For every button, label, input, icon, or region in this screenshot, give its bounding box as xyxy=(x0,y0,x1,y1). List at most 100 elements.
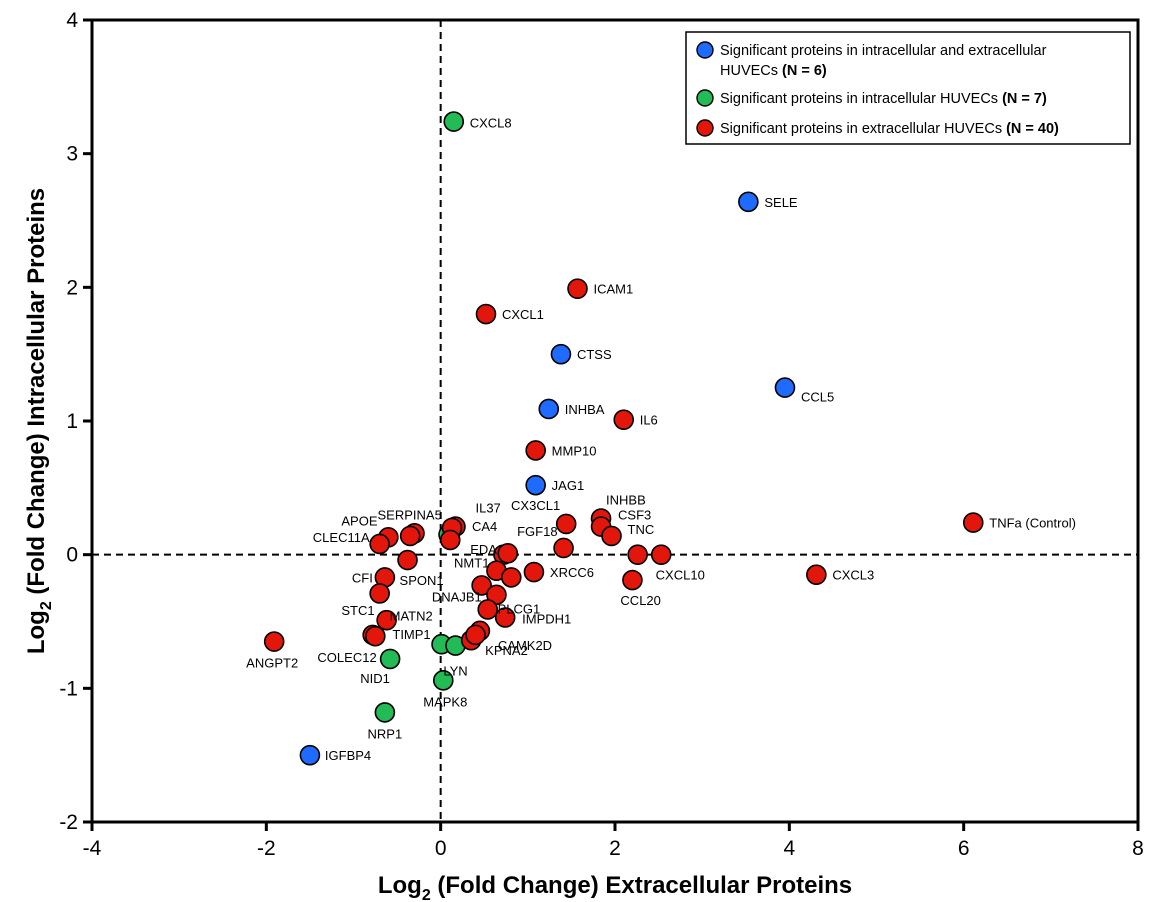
x-tick-label: 6 xyxy=(958,837,970,860)
data-point-blue xyxy=(299,744,321,766)
legend-entry: Significant proteins in extracellular HU… xyxy=(720,121,1059,137)
data-label: CTSS xyxy=(577,347,612,362)
data-label: FGF18 xyxy=(517,524,557,539)
data-point-green xyxy=(379,648,401,670)
data-label: IL6 xyxy=(640,413,658,428)
data-label: COLEC12 xyxy=(317,650,376,665)
x-tick-label: -4 xyxy=(83,837,102,860)
legend: Significant proteins in intracellular an… xyxy=(685,31,1131,145)
data-label: CXCL10 xyxy=(656,568,705,583)
data-label: MAPK8 xyxy=(423,694,467,709)
data-point-red xyxy=(497,543,519,564)
legend-marker xyxy=(696,119,714,137)
data-point-red xyxy=(650,544,672,565)
data-point-blue xyxy=(738,191,759,213)
legend-marker xyxy=(696,89,714,107)
data-label: NRP1 xyxy=(368,726,403,741)
data-label: TIMP1 xyxy=(392,627,430,642)
data-label: SELE xyxy=(764,195,798,210)
y-tick-label: 0 xyxy=(66,544,78,567)
data-label: SPON1 xyxy=(400,573,444,588)
y-tick-label: -2 xyxy=(59,811,78,834)
legend-entry: Significant proteins in intracellular an… xyxy=(720,43,1047,59)
data-label: CAMK2D xyxy=(498,638,552,653)
data-label: INHBA xyxy=(565,402,605,417)
data-point-blue xyxy=(774,377,796,398)
y-axis-ticks: -2 -1 0 1 2 3 4 xyxy=(59,9,92,834)
data-point-red xyxy=(439,529,461,551)
data-point-red xyxy=(471,575,492,596)
data-point-red xyxy=(806,564,827,586)
data-point-blue xyxy=(538,398,560,420)
data-label: CA4 xyxy=(472,519,497,534)
data-label: MMP10 xyxy=(552,443,597,458)
data-label: IL37 xyxy=(475,501,500,516)
x-tick-label: 2 xyxy=(609,837,621,860)
data-points xyxy=(263,111,984,766)
data-point-red xyxy=(555,513,577,535)
data-label: IMPDH1 xyxy=(522,611,571,626)
data-point-red xyxy=(627,544,648,565)
data-label: NMT1 xyxy=(454,556,489,571)
data-point-red xyxy=(397,549,418,571)
data-label: PLCG1 xyxy=(498,601,541,616)
data-label: CX3CL1 xyxy=(511,498,560,513)
x-tick-label: -2 xyxy=(257,837,276,860)
data-label: NID1 xyxy=(360,671,390,686)
data-point-blue xyxy=(525,474,546,496)
data-point-red xyxy=(369,533,390,555)
legend-box xyxy=(685,31,1131,145)
data-point-red xyxy=(567,278,588,299)
data-point-red xyxy=(364,625,386,647)
data-label: CXCL3 xyxy=(832,568,874,583)
data-label: TNC xyxy=(628,522,655,537)
data-label: CXCL1 xyxy=(502,307,544,322)
data-label: APOE xyxy=(341,513,377,528)
y-tick-label: 1 xyxy=(66,410,78,433)
data-point-red xyxy=(500,567,522,588)
data-label: IGFBP4 xyxy=(325,748,371,763)
x-axis-title: Log2 (Fold Change) Extracellular Protein… xyxy=(378,872,852,902)
y-tick-label: 2 xyxy=(66,276,78,299)
data-label: EDA xyxy=(470,542,497,557)
data-label: CFI xyxy=(352,570,373,585)
data-label: CCL20 xyxy=(620,593,660,608)
data-point-green xyxy=(432,670,454,691)
point-labels: SELE CTSS CCL5 INHBA JAG1 IGFBP4 CXCL8 TIMP1 LYN… xyxy=(246,116,1076,764)
data-label: INHBB xyxy=(606,493,646,508)
data-point-red xyxy=(553,537,574,559)
data-point-red xyxy=(523,561,545,583)
data-label: CXCL8 xyxy=(470,116,512,131)
data-point-green xyxy=(443,111,465,132)
data-label: STC1 xyxy=(341,603,374,618)
legend-marker xyxy=(696,41,714,59)
reference-lines xyxy=(92,20,1138,822)
data-point-red xyxy=(477,599,499,620)
data-point-red xyxy=(475,303,497,325)
x-tick-label: 8 xyxy=(1132,837,1144,860)
data-label: XRCC6 xyxy=(550,565,594,580)
data-label: LYN xyxy=(443,664,467,679)
data-label: CCL5 xyxy=(801,390,834,405)
y-axis-title: Log2 (Fold Change) Intracellular Protein… xyxy=(23,188,55,654)
data-point-red xyxy=(622,569,643,591)
data-point-red xyxy=(601,525,622,547)
data-point-red xyxy=(465,624,486,646)
data-point-blue xyxy=(550,343,572,365)
x-tick-label: 0 xyxy=(435,837,447,860)
data-label: DNAJB1 xyxy=(432,589,482,604)
x-tick-label: 4 xyxy=(783,837,795,860)
legend-entry-cont: HUVECs (N = 6) xyxy=(720,63,827,79)
data-label: MATN2 xyxy=(390,608,433,623)
data-point-red xyxy=(613,409,635,430)
y-tick-label: 4 xyxy=(66,9,78,32)
data-point-red xyxy=(494,607,516,628)
data-point-green xyxy=(374,702,396,723)
legend-entry: Significant proteins in intracellular HU… xyxy=(720,91,1047,107)
data-label: ANGPT2 xyxy=(246,656,298,671)
y-tick-label: 3 xyxy=(66,143,78,166)
data-label: KPNA2 xyxy=(485,643,528,658)
data-point-red xyxy=(962,512,984,533)
y-tick-label: -1 xyxy=(59,677,78,700)
